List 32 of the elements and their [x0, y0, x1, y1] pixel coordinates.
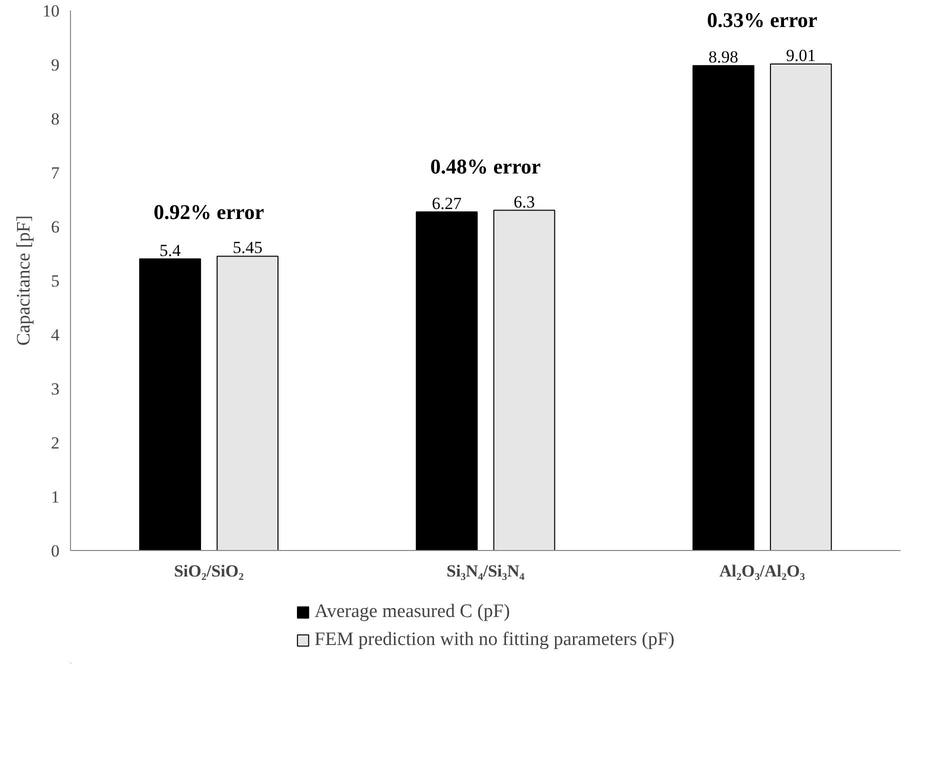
- bar: [770, 63, 832, 550]
- x-tick-label: SiO₂/SiO₂: [174, 562, 244, 580]
- y-tick-label: 0: [51, 542, 60, 560]
- x-tick-label: Al₂O₃/Al₂O₃: [719, 562, 805, 580]
- data-label: 9.01: [786, 46, 816, 65]
- data-label: 5.4: [159, 240, 182, 260]
- annotation: 0.48% error: [430, 154, 541, 178]
- x-tick-label: Si₃N₄/Si₃N₄: [446, 562, 525, 580]
- y-tick-label: 3: [51, 380, 60, 398]
- y-tick-label: 4: [51, 326, 60, 344]
- data-label: 6.27: [432, 194, 462, 213]
- y-tick-label: 5: [51, 272, 60, 290]
- bar: [216, 256, 278, 550]
- bar: [493, 210, 556, 550]
- data-label: 5.45: [232, 238, 262, 258]
- bar: [692, 65, 754, 550]
- legend-label: Average measured C (pF): [314, 600, 510, 622]
- annotation: 0.33% error: [706, 8, 818, 32]
- bar: [416, 211, 478, 550]
- y-tick-label: 2: [51, 434, 60, 452]
- y-tick-label: 8: [51, 110, 60, 128]
- bar: [139, 258, 202, 550]
- y-tick-label: 7: [51, 164, 60, 182]
- y-tick-label: 1: [51, 488, 60, 506]
- y-tick-label: 10: [42, 2, 60, 20]
- data-label: 8.98: [708, 48, 738, 67]
- y-tick-label: 6: [51, 218, 60, 236]
- data-label: 6.3: [514, 192, 535, 212]
- y-tick-label: 9: [51, 56, 60, 74]
- legend-label: FEM prediction with no fitting parameters (pF): [314, 628, 674, 650]
- annotation: 0.92% error: [154, 200, 264, 224]
- y-axis-title: Capacitance [pF]: [14, 215, 34, 346]
